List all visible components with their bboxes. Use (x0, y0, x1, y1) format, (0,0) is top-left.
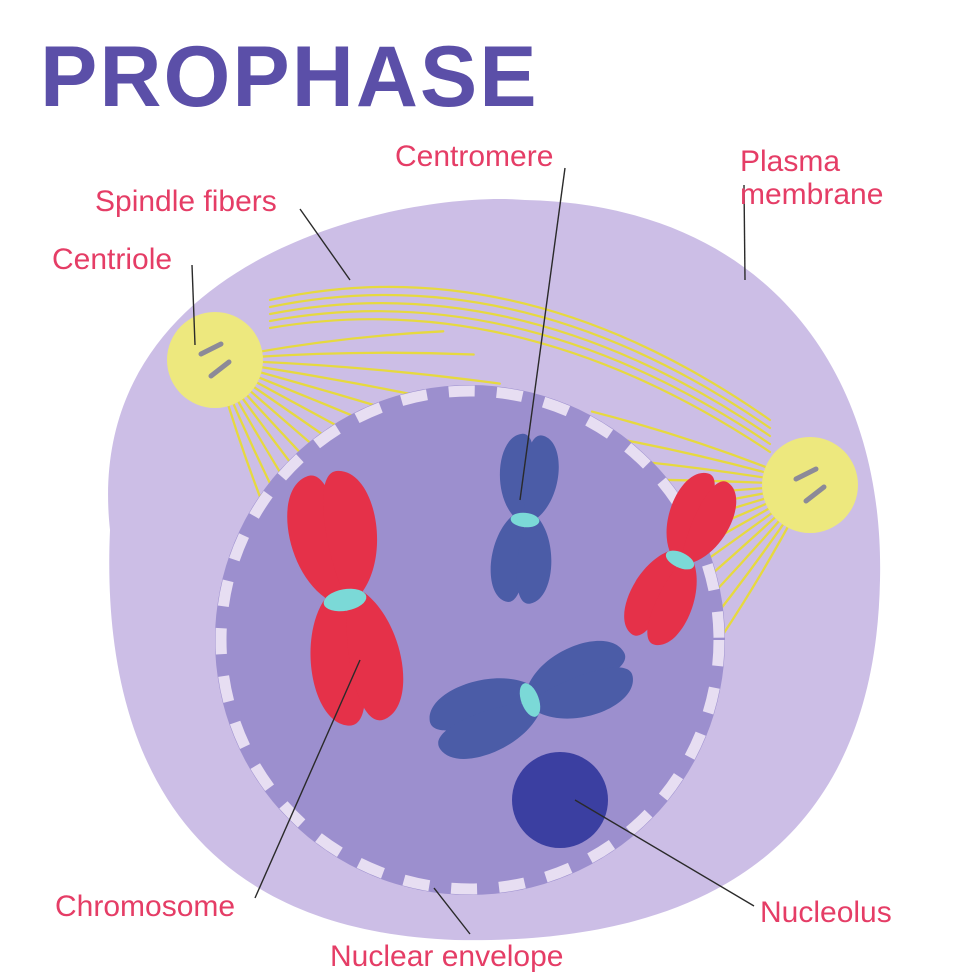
label-centriole: Centriole (52, 243, 172, 276)
label-envelope: Nuclear envelope (330, 940, 563, 973)
label-chromosome: Chromosome (55, 890, 235, 923)
label-nucleolus: Nucleolus (760, 896, 892, 929)
label-centromere: Centromere (395, 140, 553, 173)
diagram-title: PROPHASE (40, 28, 539, 127)
nucleolus (512, 752, 608, 848)
centriole (167, 312, 263, 408)
centriole (762, 437, 858, 533)
label-spindle: Spindle fibers (95, 185, 277, 218)
label-plasma: Plasma membrane (740, 145, 883, 211)
